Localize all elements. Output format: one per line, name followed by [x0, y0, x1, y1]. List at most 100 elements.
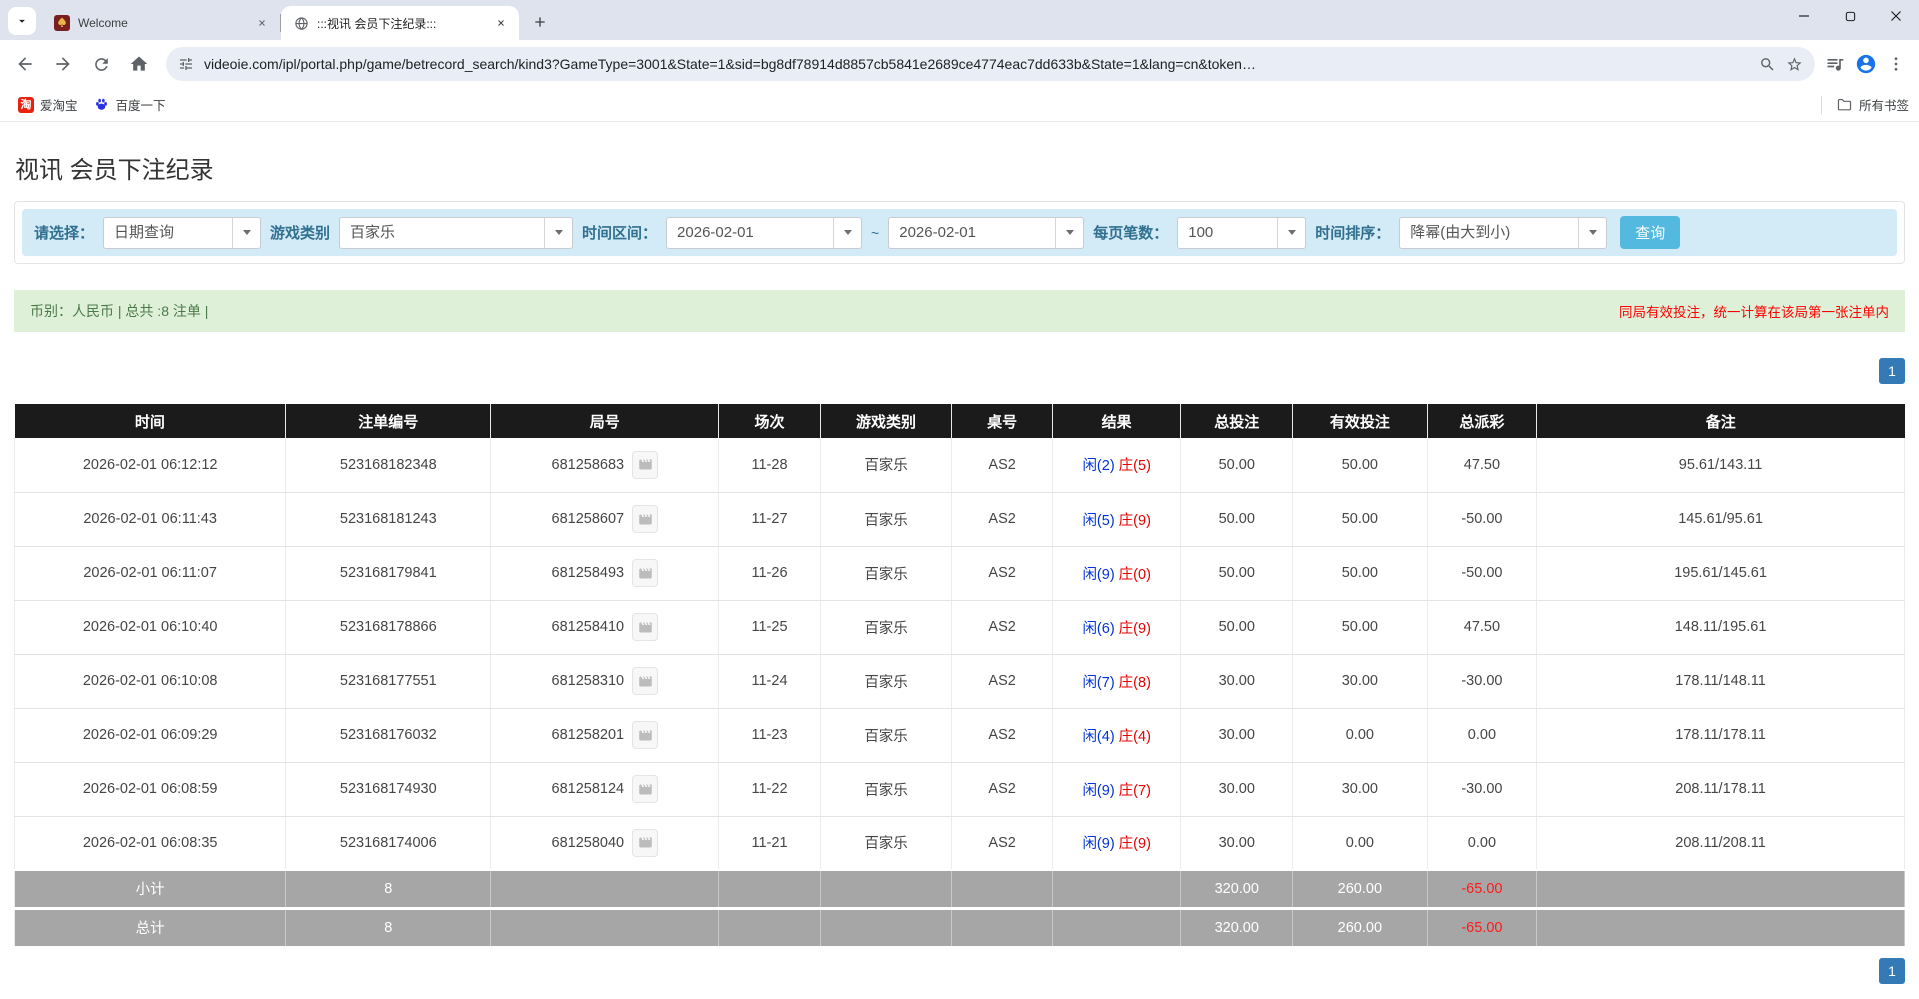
minimize-button[interactable] [1781, 0, 1827, 32]
column-header: 桌号 [951, 404, 1053, 438]
result-banker: 庄(4) [1118, 728, 1151, 745]
video-preview-button[interactable] [632, 505, 659, 533]
new-tab-button[interactable] [527, 9, 553, 35]
video-icon [638, 622, 652, 632]
query-button[interactable]: 查询 [1620, 216, 1681, 249]
cell-table-no: AS2 [951, 492, 1053, 547]
video-preview-button[interactable] [632, 559, 659, 587]
cell-note: 178.11/178.11 [1536, 708, 1905, 763]
chevron-down-icon[interactable] [833, 217, 861, 248]
menu-kebab-icon[interactable] [1887, 55, 1905, 73]
bookmark-aitaobao[interactable]: 淘 爱淘宝 [10, 91, 86, 118]
game-type-select[interactable]: 百家乐 [339, 216, 574, 249]
video-preview-button[interactable] [632, 721, 659, 749]
video-preview-button[interactable] [632, 667, 659, 695]
cell-game-type: 百家乐 [820, 708, 953, 763]
page-1-button[interactable]: 1 [1879, 358, 1905, 384]
url-text[interactable]: videoie.com/ipl/portal.php/game/betrecor… [204, 56, 1256, 72]
reload-button[interactable] [84, 47, 118, 81]
date-to-select[interactable]: 2026-02-01 [888, 216, 1085, 249]
chevron-down-icon[interactable] [1277, 217, 1305, 248]
cell-total-bet: 50.00 [1180, 546, 1293, 601]
chevron-down-icon[interactable] [1578, 217, 1606, 248]
video-preview-button[interactable] [632, 450, 659, 479]
cell-game-type: 百家乐 [820, 600, 953, 655]
tab-welcome[interactable]: Welcome [42, 6, 280, 40]
close-icon[interactable] [254, 15, 270, 31]
total-cell [951, 906, 1053, 946]
bet-records-table: 时间 注单编号 局号 场次 游戏类别 桌号 结果 总投注 有效投注 总派彩 备注 2026-02-0… [13, 404, 1905, 946]
page-size-select[interactable]: 100 [1177, 216, 1307, 249]
cell-bet-id: 523168182348 [285, 438, 492, 493]
cell-note: 195.61/145.61 [1536, 546, 1905, 601]
cell-game-type: 百家乐 [820, 438, 953, 493]
chevron-down-icon[interactable] [232, 217, 260, 248]
round-number: 681258607 [551, 510, 625, 527]
date-from-select[interactable]: 2026-02-01 [666, 216, 863, 249]
video-preview-button[interactable] [632, 828, 659, 857]
result-player: 闲(6) [1082, 620, 1115, 637]
date-range-label: 时间区间： [582, 225, 658, 242]
profile-avatar-icon[interactable] [1855, 53, 1877, 75]
cell-session: 11-25 [718, 600, 821, 655]
media-controls-icon[interactable] [1825, 54, 1845, 74]
time-sort-select[interactable]: 降幂(由大到小) [1399, 216, 1608, 249]
cell-bet-id: 523168179841 [285, 546, 492, 601]
table-row: 2026-02-01 06:10:08 523168177551 681258310… [13, 654, 1905, 709]
table-row: 2026-02-01 06:11:07 523168179841 681258493… [13, 546, 1905, 601]
cell-total-bet: 50.00 [1180, 600, 1293, 655]
maximize-button[interactable] [1827, 0, 1873, 32]
page-1-button[interactable]: 1 [1879, 958, 1905, 984]
folder-icon [1836, 96, 1853, 113]
game-type-label: 游戏类别 [270, 225, 331, 242]
cell-valid-bet: 50.00 [1292, 438, 1428, 493]
browser-toolbar: videoie.com/ipl/portal.php/game/betrecor… [0, 40, 1919, 88]
baidu-paw-icon [94, 97, 110, 113]
back-button[interactable] [8, 47, 42, 81]
chevron-down-icon[interactable] [1055, 217, 1083, 248]
home-button[interactable] [122, 47, 156, 81]
tab-search-button[interactable] [8, 7, 36, 35]
subtotal-cell [1052, 869, 1182, 908]
site-settings-icon[interactable] [178, 56, 194, 72]
cell-session: 11-28 [718, 438, 821, 493]
query-type-select[interactable]: 日期查询 [103, 216, 262, 249]
video-preview-button[interactable] [632, 613, 659, 641]
cell-round-id: 681258124 [490, 762, 720, 817]
close-window-button[interactable] [1873, 0, 1919, 32]
currency-total-text: 币别：人民币 | 总共 :8 注单 | [30, 303, 209, 319]
result-player: 闲(9) [1082, 836, 1115, 853]
cell-total-bet: 30.00 [1180, 762, 1293, 817]
cell-round-id: 681258040 [490, 816, 720, 871]
table-subtotal-row: 小计 8 320.00 260.00 -65.00 [13, 869, 1905, 908]
time-sort-label: 时间排序： [1315, 225, 1391, 242]
toolbar-right [1825, 53, 1911, 75]
tab-betrecord[interactable]: :::视讯 会员下注纪录::: [281, 6, 519, 40]
result-player: 闲(7) [1082, 674, 1115, 691]
cell-time: 2026-02-01 06:10:08 [13, 654, 287, 709]
chevron-down-icon[interactable] [544, 217, 572, 248]
bookmark-star-icon[interactable] [1786, 56, 1803, 73]
cell-result: 闲(5) 庄(9) [1052, 492, 1182, 547]
result-banker: 庄(9) [1118, 512, 1151, 529]
video-icon [638, 837, 652, 848]
cell-result: 闲(7) 庄(8) [1052, 654, 1182, 709]
total-cell: 320.00 [1180, 906, 1293, 946]
close-icon[interactable] [493, 15, 509, 31]
table-row: 2026-02-01 06:11:43 523168181243 681258607… [13, 492, 1905, 547]
subtotal-cell [820, 869, 953, 908]
bookmark-baidu[interactable]: 百度一下 [86, 91, 174, 118]
cell-round-id: 681258310 [490, 654, 720, 709]
all-bookmarks[interactable]: 所有书签 [1820, 95, 1909, 114]
video-preview-button[interactable] [632, 775, 659, 803]
cell-payout: -30.00 [1427, 762, 1538, 817]
forward-button[interactable] [46, 47, 80, 81]
cell-total-bet: 50.00 [1180, 438, 1293, 493]
cell-time: 2026-02-01 06:08:59 [13, 762, 287, 817]
column-header: 游戏类别 [820, 404, 953, 438]
cell-payout: -50.00 [1427, 492, 1538, 547]
video-icon [638, 568, 652, 578]
subtotal-cell: 8 [285, 869, 492, 908]
zoom-icon[interactable] [1759, 56, 1776, 73]
address-bar[interactable]: videoie.com/ipl/portal.php/game/betrecor… [166, 47, 1815, 81]
